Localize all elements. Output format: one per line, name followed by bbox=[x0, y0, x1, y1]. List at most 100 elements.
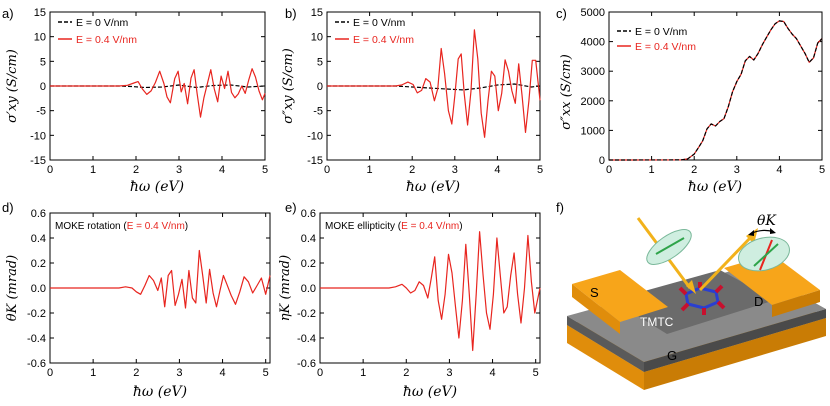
panel-label-e: e) bbox=[285, 200, 297, 215]
y-tick-label-e-0: -0.6 bbox=[297, 358, 316, 370]
incident-polarization-arrow bbox=[655, 237, 685, 255]
panel-c: c) 0 1000 2000 3000 4000 5000 0 1 2 3 4 5 E = 0 V/… bbox=[556, 6, 825, 195]
y-axis-label-d: θK (mrad) bbox=[5, 255, 20, 321]
y-tick-label-b-5: 10 bbox=[311, 32, 323, 44]
y-tick-label-b-0: -15 bbox=[307, 155, 323, 167]
y-tick-label-d-0: -0.6 bbox=[27, 358, 46, 370]
x-tick-label-a-0: 0 bbox=[47, 164, 53, 176]
y-tick-label-e-5: 0.4 bbox=[301, 233, 316, 245]
series-a bbox=[50, 68, 266, 118]
legend-entry-1-a: E = 0.4 V/nm bbox=[76, 34, 137, 46]
series-c bbox=[608, 20, 823, 161]
x-tick-label-b-1: 1 bbox=[367, 164, 373, 176]
molecule-bond-4 bbox=[680, 302, 690, 312]
legend-c: E = 0 V/nm E = 0.4 V/nm bbox=[617, 26, 696, 53]
y-tick-label-a-4: 5 bbox=[40, 56, 46, 68]
series-line-c-1 bbox=[608, 20, 823, 161]
series-line-d-0 bbox=[50, 249, 271, 309]
gate-slab-side bbox=[644, 318, 826, 390]
y-tick-label-a-0: -15 bbox=[30, 155, 46, 167]
panel-label-a: a) bbox=[2, 6, 14, 21]
source-electrode-front bbox=[572, 284, 620, 334]
reflected-light-beam bbox=[698, 234, 754, 292]
y-ticks-b: -15 -10 -5 0 5 10 15 bbox=[307, 7, 540, 167]
panel-label-b: b) bbox=[285, 6, 297, 21]
annotation-e: MOKE ellipticity (E = 0.4 V/nm) bbox=[325, 221, 463, 232]
x-tick-label-a-4: 4 bbox=[219, 164, 225, 176]
x-tick-label-c-1: 1 bbox=[649, 164, 655, 176]
x-tick-label-e-3: 3 bbox=[446, 367, 452, 379]
dielectric-slab-front bbox=[567, 316, 644, 372]
y-tick-label-a-3: 0 bbox=[40, 81, 46, 93]
x-tick-label-e-2: 2 bbox=[403, 367, 409, 379]
x-tick-label-b-4: 4 bbox=[494, 164, 500, 176]
x-ticks-e: 0 1 2 3 4 5 bbox=[317, 213, 539, 379]
x-tick-label-c-5: 5 bbox=[819, 164, 825, 176]
annotation-close-e: ) bbox=[459, 221, 462, 232]
legend-entry-0-b: E = 0 V/nm bbox=[353, 17, 405, 29]
series-line-a-0 bbox=[50, 84, 266, 89]
legend-entry-1-b: E = 0.4 V/nm bbox=[353, 34, 414, 46]
series-line-b-1 bbox=[327, 29, 541, 138]
y-axis-label-a: σ′xy (S/cm) bbox=[5, 49, 20, 123]
y-tick-label-b-4: 5 bbox=[317, 56, 323, 68]
legend-b: E = 0 V/nm E = 0.4 V/nm bbox=[335, 17, 414, 46]
y-tick-label-e-6: 0.6 bbox=[301, 208, 316, 220]
series-d bbox=[50, 249, 271, 309]
x-tick-label-b-0: 0 bbox=[324, 164, 330, 176]
dielectric-slab-side bbox=[644, 309, 826, 372]
annotation-highlight-e: E = 0.4 V/nm bbox=[401, 221, 459, 232]
series-e bbox=[320, 231, 541, 352]
gate-slab-front bbox=[567, 325, 644, 390]
series-b bbox=[327, 29, 541, 138]
x-ticks-c: 0 1 2 3 4 5 bbox=[606, 12, 825, 176]
x-tick-label-b-3: 3 bbox=[452, 164, 458, 176]
legend-a: E = 0 V/nm E = 0.4 V/nm bbox=[58, 17, 137, 46]
x-tick-label-e-1: 1 bbox=[360, 367, 366, 379]
tmtc-molecule bbox=[678, 282, 726, 315]
panel-f-device-diagram: f) S D G TMTC bbox=[556, 200, 826, 390]
x-axis-label-b: ħω (eV) bbox=[406, 179, 460, 195]
source-electrode-top bbox=[572, 270, 668, 322]
x-tick-label-b-2: 2 bbox=[409, 164, 415, 176]
x-tick-label-a-2: 2 bbox=[133, 164, 139, 176]
x-tick-label-a-3: 3 bbox=[176, 164, 182, 176]
kerr-angle-label: θK bbox=[757, 213, 777, 229]
x-axis-label-a: ħω (eV) bbox=[130, 179, 184, 195]
y-tick-label-e-4: 0.2 bbox=[301, 258, 316, 270]
panel-label-f: f) bbox=[556, 200, 564, 215]
x-tick-label-d-1: 1 bbox=[90, 367, 96, 379]
y-tick-label-d-5: 0.4 bbox=[31, 233, 46, 245]
annotation-close-d: ) bbox=[185, 221, 188, 232]
molecule-bond-2 bbox=[714, 284, 724, 294]
x-tick-label-d-2: 2 bbox=[133, 367, 139, 379]
panel-label-c: c) bbox=[556, 6, 567, 21]
x-tick-label-a-5: 5 bbox=[262, 164, 268, 176]
annotation-text-e: MOKE ellipticity ( bbox=[325, 221, 402, 232]
y-tick-label-c-4: 4000 bbox=[581, 37, 605, 49]
x-tick-label-d-4: 4 bbox=[219, 367, 225, 379]
y-tick-label-d-3: 0.0 bbox=[31, 283, 46, 295]
legend-entry-1-c: E = 0.4 V/nm bbox=[635, 41, 696, 53]
y-tick-label-d-4: 0.2 bbox=[31, 258, 46, 270]
y-tick-label-c-5: 5000 bbox=[581, 7, 605, 19]
y-tick-label-a-1: -10 bbox=[30, 130, 46, 142]
x-ticks-d: 0 1 2 3 4 5 bbox=[47, 213, 269, 379]
gate-label: G bbox=[667, 348, 677, 363]
y-tick-label-c-1: 1000 bbox=[581, 125, 605, 137]
y-axis-label-e: ηK (mrad) bbox=[278, 255, 293, 321]
y-tick-label-c-2: 2000 bbox=[581, 96, 605, 108]
y-tick-label-b-2: -5 bbox=[313, 106, 323, 118]
y-tick-label-d-6: 0.6 bbox=[31, 208, 46, 220]
panel-label-d: d) bbox=[2, 200, 14, 215]
drain-electrode-side bbox=[772, 290, 820, 317]
y-tick-label-c-3: 3000 bbox=[581, 66, 605, 78]
y-tick-label-e-2: -0.2 bbox=[297, 308, 316, 320]
series-line-b-0 bbox=[327, 83, 541, 91]
y-tick-label-e-1: -0.4 bbox=[297, 333, 316, 345]
molecule-bond-1 bbox=[678, 286, 688, 296]
kerr-arc-arrowhead-left bbox=[748, 230, 754, 236]
y-tick-label-e-3: 0.0 bbox=[301, 283, 316, 295]
x-axis-label-d: ħω (eV) bbox=[133, 384, 187, 400]
